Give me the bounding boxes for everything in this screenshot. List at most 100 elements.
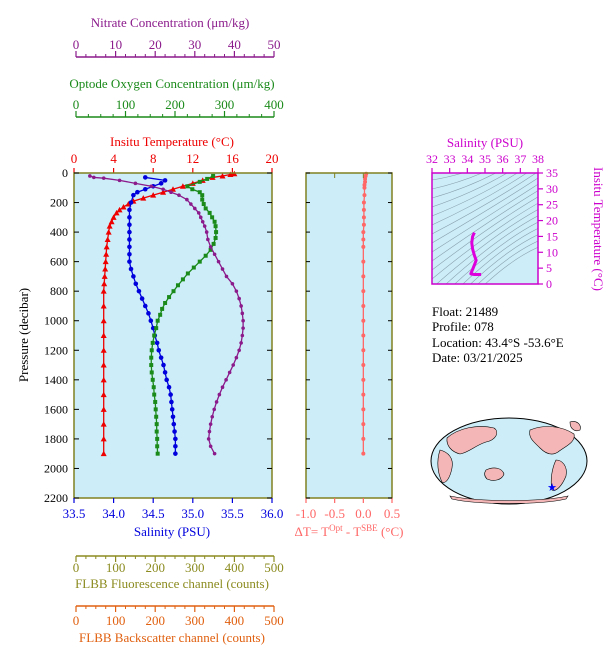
oxygen-point [153,399,158,404]
delta-point [361,200,366,205]
temperature-point [100,435,107,442]
salinity-tick-label: 34.5 [142,506,165,521]
ts-contour-line [432,196,538,271]
oxygen-point [154,414,159,419]
nitrate-point [133,181,138,186]
main-plot-frame [73,172,273,499]
ts-contour-line [445,215,538,284]
delta-point [361,259,366,264]
temperature-tick-label: 4 [110,151,117,166]
pressure-tick-label: 1800 [44,432,68,446]
fluorescence-axis-label: FLBB Fluorescence channel (counts) [75,576,269,591]
temperature-point [105,229,112,235]
delta-tick-label: 0.0 [355,506,371,521]
fluor-tick-label: 500 [264,560,284,575]
nitrate-point [239,341,243,345]
temperature-point [150,192,157,198]
temperature-tick-label: 12 [186,151,199,166]
ts-contour-line [470,234,538,284]
oxygen-axis-label: Optode Oxygen Concentration (μm/kg) [69,76,274,91]
nitrate-axis-label: Nitrate Concentration (μm/kg) [91,15,250,30]
pressure-tick-label: 0 [62,166,68,180]
float-id: Float: 21489 [432,304,498,319]
ts-contour-line [432,173,483,190]
pressure-tick-label: 200 [50,196,68,210]
ts-contour-line [477,240,538,284]
nitrate-point [208,444,213,449]
oxygen-point [155,436,160,441]
nitrate-point [237,348,241,353]
nitrate-point [88,174,92,178]
nitrate-point [206,237,210,242]
nitrate-point [117,178,122,183]
ts-line [469,231,482,276]
ts-contour-line [432,173,464,181]
salinity-tick-label: 35.5 [221,506,244,521]
pressure-tick-label: 1000 [44,314,68,328]
nitrate-tick-label: 50 [268,37,281,52]
delta-point [361,333,366,338]
delta-point [362,182,367,187]
oxygen-point [153,407,158,412]
nitrate-point [220,267,225,271]
nitrate-point [210,414,215,419]
nitrate-point [220,385,225,390]
salinity-point [154,340,160,346]
delta-tick-label: -1.0 [296,506,317,521]
nitrate-tick-label: 10 [109,37,122,52]
delta-point [362,185,367,190]
salinity-point [133,281,139,287]
ts-temp-tick-label: 5 [546,261,552,275]
oxygen-point [175,283,180,288]
oxygen-point [207,210,212,215]
ts-salinity-tick-label: 36 [497,152,509,166]
salinity-point [162,370,168,375]
temperature-point [113,209,120,216]
delta-axis-label: ΔT= TOpt - TSBE (°C) [295,523,404,539]
delta-point [363,179,368,184]
salinity-tick-label: 34.0 [102,506,125,521]
ts-series [469,231,482,276]
temperature-point [100,347,107,353]
oxygen-point [203,206,208,211]
oxygen-point [154,422,159,427]
oxygen-point [211,173,216,178]
delta-series [361,171,369,456]
ts-contour-line [432,173,497,199]
oxygen-point [212,219,217,224]
salinity-point [135,189,140,195]
location: Location: 43.4°S -53.6°E [432,335,564,350]
oxygen-tick-label: 100 [116,97,136,112]
ts-contour-line [432,173,537,235]
nitrate-point [177,193,181,197]
pressure-tick-label: 2000 [44,461,68,475]
delta-point [361,303,366,308]
ts-salinity-tick-label: 37 [514,152,526,166]
ts-contour-line [432,177,538,244]
ts-temp-tick-label: 0 [546,277,552,291]
oxygen-point [210,215,215,220]
fluor-tick-label: 400 [225,560,245,575]
salinity-point [158,355,164,360]
delta-tick-label: -0.5 [324,506,345,521]
nitrate-tick-label: 30 [188,37,201,52]
temperature-point [100,376,107,383]
temperature-point [102,258,109,265]
pressure-axis-label: Pressure (decibar) [16,288,31,382]
temperature-point [106,223,113,229]
nitrate-tick-label: 40 [228,37,241,52]
nitrate-point [234,355,239,360]
salinity-point [128,266,134,272]
nitrate-point [202,224,207,228]
profile-number: Profile: 078 [432,319,494,334]
oxygen-point [160,306,165,311]
delta-point [361,451,366,456]
delta-point [362,193,367,198]
oxygen-point [185,184,190,189]
oxygen-point [211,241,216,246]
salinity-point [166,384,172,390]
temperature-point [102,266,109,272]
nitrate-point [206,437,211,441]
temperature-point [104,236,111,242]
